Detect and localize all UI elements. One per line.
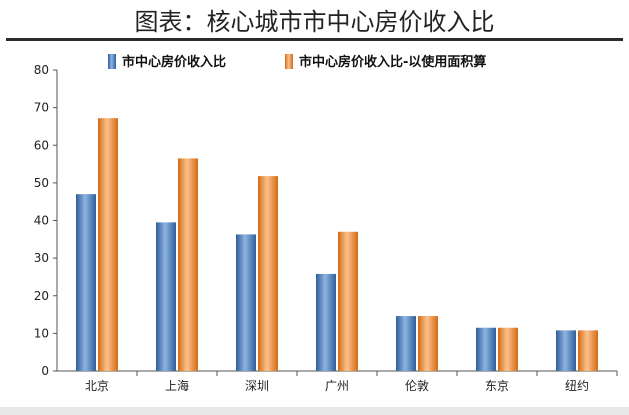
x-category-label: 伦敦: [405, 378, 429, 393]
chart-title: 图表：核心城市市中心房价收入比: [134, 8, 495, 36]
bar-series1: [476, 327, 496, 371]
y-tick-label: 50: [34, 176, 49, 190]
bar-series1: [76, 194, 96, 371]
legend-swatch-series1: [108, 54, 116, 69]
bar-series1: [556, 330, 576, 371]
legend-swatch-series2: [285, 54, 293, 69]
x-category-label: 上海: [165, 378, 189, 393]
bar-series1: [316, 273, 336, 371]
y-tick-label: 70: [34, 101, 49, 115]
x-category-label: 纽约: [565, 378, 589, 393]
legend: 市中心房价收入比 市中心房价收入比-以使用面积算: [108, 54, 486, 70]
y-tick-label: 0: [41, 364, 49, 378]
bar-series2: [418, 316, 438, 371]
legend-label-series1: 市中心房价收入比: [122, 54, 226, 70]
x-category-label: 北京: [85, 379, 109, 393]
bar-series2: [578, 330, 598, 371]
bar-series1: [156, 222, 176, 371]
y-tick-label: 30: [34, 251, 49, 265]
x-category-label: 广州: [325, 379, 349, 393]
bar-series2: [338, 231, 358, 371]
y-tick-label: 10: [34, 326, 49, 340]
footer-strip: [0, 407, 629, 415]
bar-series2: [178, 158, 198, 371]
y-tick-label: 60: [34, 138, 49, 152]
x-category-label: 东京: [485, 379, 509, 393]
bar-series2: [98, 118, 118, 371]
bars: [76, 118, 598, 371]
legend-label-series2: 市中心房价收入比-以使用面积算: [299, 54, 486, 70]
bar-series1: [396, 316, 416, 371]
bar-series2: [258, 176, 278, 371]
y-tick-label: 20: [34, 289, 49, 303]
y-tick-label: 40: [34, 214, 49, 228]
title-underline: [6, 38, 623, 41]
y-tick-label: 80: [34, 63, 49, 77]
bar-series1: [236, 234, 256, 371]
x-category-label: 深圳: [245, 379, 269, 393]
bar-series2: [498, 327, 518, 371]
axes: 0 10 20 30 40 50 60 70 80 北京 上海 深圳 广州 伦敦 东京 纽约: [34, 63, 618, 393]
